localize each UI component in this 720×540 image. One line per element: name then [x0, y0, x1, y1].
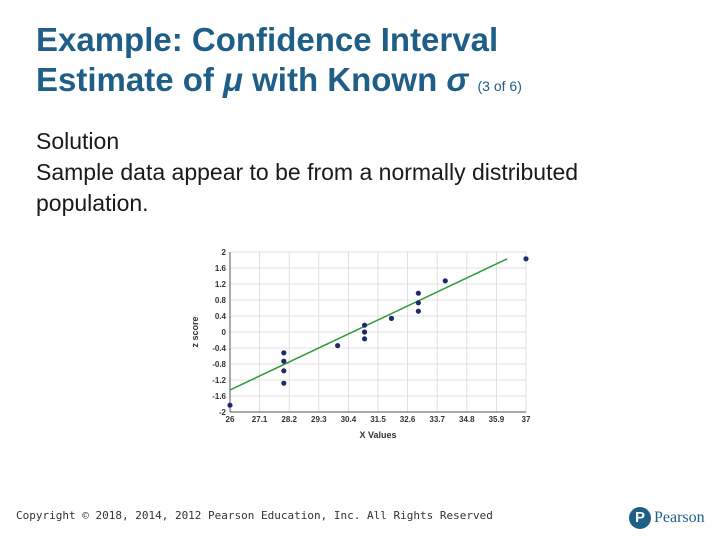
title-line-1: Example: Confidence Interval	[36, 21, 499, 58]
x-tick-label: 37	[522, 415, 531, 424]
pearson-logo-icon: P	[629, 507, 651, 529]
data-point	[361, 322, 368, 328]
x-tick-label: 30.4	[341, 415, 357, 424]
y-tick-label: -2	[219, 408, 227, 417]
slide-title: Example: Confidence Interval Estimate of…	[36, 20, 696, 106]
data-point	[227, 402, 233, 408]
data-point	[523, 256, 529, 262]
x-tick-label: 31.5	[370, 415, 386, 424]
x-tick-label: 33.7	[429, 415, 445, 424]
solution-heading: Solution	[36, 128, 120, 154]
pearson-logo-text: Pearson	[654, 509, 705, 526]
data-point	[281, 350, 287, 356]
data-point	[388, 315, 395, 321]
title-page-indicator: (3 of 6)	[477, 78, 522, 94]
y-tick-label: -1.6	[212, 392, 226, 401]
y-tick-label: 2	[222, 248, 227, 257]
normal-quantile-plot: 2 1.6 1.2 0.8 0.4 0 -0.4 -0.8 -1.2 -1.6 -2 26 27.1 28…	[185, 243, 540, 445]
solution-text: Sample data appear to be from a normally…	[36, 159, 579, 216]
x-tick-label: 34.8	[459, 415, 475, 424]
y-tick-label: 1.6	[215, 264, 227, 273]
y-tick-label: 1.2	[215, 280, 227, 289]
x-tick-label: 26	[226, 415, 235, 424]
data-point	[415, 308, 421, 314]
y-tick-label: -1.2	[212, 376, 226, 385]
y-tick-label: 0.4	[215, 312, 227, 321]
title-line-2-prefix: Estimate of	[36, 61, 224, 98]
y-tick-label: -0.4	[212, 344, 226, 353]
y-tick-label: -0.8	[212, 360, 226, 369]
y-tick-label: 0	[222, 328, 227, 337]
data-point	[281, 380, 287, 386]
trend-line	[229, 258, 508, 391]
data-point	[361, 329, 368, 335]
x-tick-label: 35.9	[489, 415, 505, 424]
data-point	[361, 336, 368, 342]
x-tick-label: 29.3	[311, 415, 327, 424]
x-tick-label: 32.6	[400, 415, 416, 424]
data-point	[335, 343, 341, 349]
data-point	[281, 358, 287, 364]
pearson-logo: P Pearson	[629, 506, 705, 530]
y-axis-title: z score	[190, 316, 200, 347]
slide-body: Solution Sample data appear to be from a…	[36, 126, 696, 219]
copyright-notice: Copyright © 2018, 2014, 2012 Pearson Edu…	[16, 509, 493, 522]
data-point	[415, 290, 421, 296]
title-line-2-middle: with Known	[242, 61, 447, 98]
y-tick-label: 0.8	[215, 296, 227, 305]
x-tick-label: 28.2	[281, 415, 297, 424]
x-tick-label: 27.1	[252, 415, 268, 424]
title-mu-symbol: μ	[223, 61, 243, 98]
data-point	[415, 300, 421, 306]
data-point	[442, 278, 448, 284]
x-axis-title: X Values	[359, 430, 396, 440]
data-point	[281, 368, 287, 374]
chart-svg: 2 1.6 1.2 0.8 0.4 0 -0.4 -0.8 -1.2 -1.6 -226 27.1 28…	[190, 248, 531, 440]
title-sigma-symbol: σ	[446, 61, 469, 98]
